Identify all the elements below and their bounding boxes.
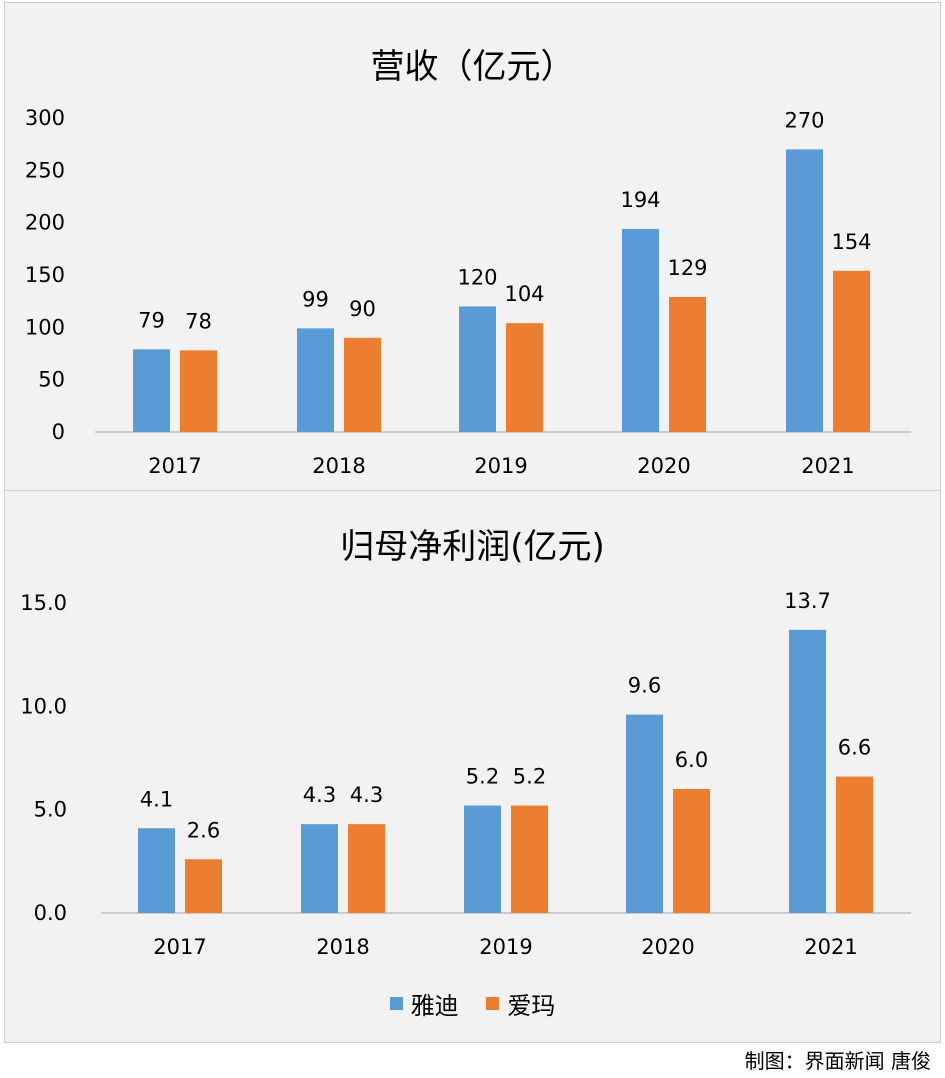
profit-x-tick-label: 2017: [153, 935, 206, 959]
revenue-data-label: 120: [457, 265, 497, 289]
revenue-chart-panel: 营收（亿元） 0 50 100 150 200 250 300 79 78 2017 99 90 201…: [4, 2, 941, 490]
revenue-y-tick-label: 50: [38, 368, 65, 392]
profit-y-tick-label: 0.0: [34, 901, 67, 925]
profit-data-label: 13.7: [784, 589, 831, 613]
revenue-data-label: 78: [185, 309, 212, 333]
profit-bar-aima-2019: [511, 805, 548, 913]
revenue-x-tick-label: 2017: [148, 454, 201, 478]
profit-x-tick-label: 2021: [804, 935, 857, 959]
profit-data-label: 4.1: [140, 787, 173, 811]
revenue-bar-yadi-2017: [133, 349, 170, 432]
revenue-y-tick-label: 150: [25, 263, 65, 287]
revenue-bar-aima-2017: [180, 350, 217, 432]
revenue-bar-aima-2020: [669, 296, 706, 432]
profit-chart-title: 归母净利润(亿元): [340, 527, 605, 567]
revenue-y-tick-label: 250: [25, 158, 65, 182]
profit-x-tick-label: 2019: [479, 935, 532, 959]
revenue-data-label: 194: [620, 188, 660, 212]
revenue-chart: 0 50 100 150 200 250 300 79 78 2017 99 90 2018 120 104…: [25, 106, 911, 478]
profit-bar-yadi-2018: [301, 824, 338, 913]
revenue-x-tick-label: 2020: [637, 454, 690, 478]
revenue-bar-yadi-2021: [786, 149, 823, 432]
legend: 雅迪 爱玛: [5, 986, 940, 1021]
legend-item-aima: 爱玛: [486, 986, 555, 1021]
revenue-bar-yadi-2019: [459, 306, 496, 432]
revenue-data-label: 79: [138, 308, 165, 332]
profit-data-label: 6.0: [675, 748, 708, 772]
profit-y-tick-label: 15.0: [20, 591, 67, 615]
revenue-bar-yadi-2020: [622, 228, 659, 432]
revenue-data-label: 154: [831, 230, 871, 254]
revenue-x-tick-label: 2019: [474, 454, 527, 478]
profit-x-tick-label: 2020: [641, 935, 694, 959]
revenue-data-label: 90: [349, 297, 376, 321]
profit-bar-yadi-2019: [464, 805, 501, 913]
profit-y-tick-label: 5.0: [34, 798, 67, 822]
profit-chart-panel: 归母净利润(亿元) 0.0 5.0 10.0 15.0 4.1 2.6 2017 4.3 4.3…: [4, 490, 941, 1043]
revenue-data-label: 99: [302, 287, 329, 311]
profit-bar-aima-2021: [836, 776, 873, 913]
profit-bar-yadi-2021: [789, 629, 826, 913]
revenue-y-tick-label: 100: [25, 315, 65, 339]
revenue-bar-yadi-2018: [297, 328, 334, 432]
profit-bar-yadi-2020: [626, 714, 663, 913]
revenue-data-label: 270: [784, 108, 824, 132]
profit-data-label: 9.6: [628, 674, 661, 698]
revenue-data-label: 129: [667, 256, 707, 280]
revenue-bar-aima-2021: [833, 270, 870, 432]
revenue-x-tick-label: 2021: [801, 454, 854, 478]
profit-data-label: 4.3: [350, 783, 383, 807]
credit-text: 制图：界面新闻 唐俊: [744, 1049, 931, 1073]
revenue-chart-title: 营收（亿元）: [370, 47, 575, 87]
legend-swatch-yadi: [389, 997, 403, 1010]
profit-data-label: 6.6: [838, 736, 871, 760]
profit-data-label: 4.3: [303, 783, 336, 807]
legend-item-yadi: 雅迪: [389, 986, 459, 1021]
revenue-x-tick-label: 2018: [312, 454, 365, 478]
profit-bar-aima-2020: [673, 789, 710, 913]
profit-x-tick-label: 2018: [316, 935, 369, 959]
revenue-y-tick-label: 300: [25, 106, 65, 130]
profit-bar-aima-2017: [185, 859, 222, 913]
revenue-data-label: 104: [504, 282, 544, 306]
profit-data-label: 5.2: [466, 765, 499, 789]
legend-label-aima: 爱玛: [507, 992, 556, 1020]
profit-bar-aima-2018: [348, 824, 385, 913]
profit-data-label: 5.2: [513, 765, 546, 789]
profit-y-tick-label: 10.0: [20, 694, 67, 718]
legend-swatch-aima: [486, 997, 500, 1010]
legend-label-yadi: 雅迪: [410, 992, 459, 1020]
profit-bar-yadi-2017: [138, 828, 175, 913]
revenue-bar-aima-2018: [344, 337, 381, 432]
revenue-y-tick-label: 200: [25, 211, 65, 235]
revenue-bar-aima-2019: [506, 323, 543, 432]
profit-chart: 0.0 5.0 10.0 15.0 4.1 2.6 2017 4.3 4.3 2018 5.2 5.2…: [20, 589, 911, 959]
profit-data-label: 2.6: [187, 818, 220, 842]
revenue-y-tick-label: 0: [52, 420, 65, 444]
